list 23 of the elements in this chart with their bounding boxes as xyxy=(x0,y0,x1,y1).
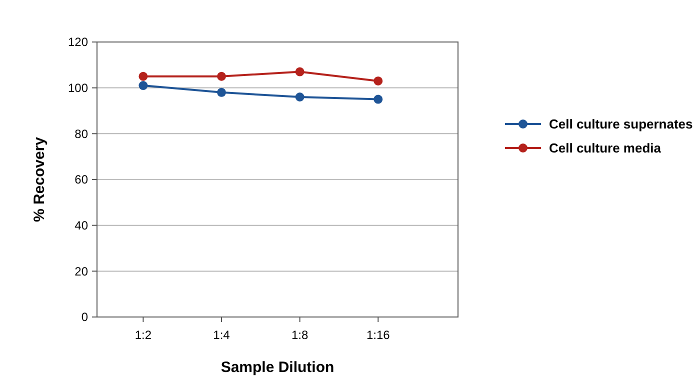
point xyxy=(374,76,383,86)
x-axis-title: Sample Dilution xyxy=(220,359,334,376)
point xyxy=(217,88,226,97)
point xyxy=(374,94,383,104)
x-tick-label: 1:4 xyxy=(213,328,230,342)
point xyxy=(295,92,304,102)
y-tick-label: 40 xyxy=(74,218,88,233)
y-axis-title: % Recovery xyxy=(31,136,48,222)
legend-label: Cell culture supernates xyxy=(549,116,693,132)
point xyxy=(295,67,304,76)
legend-label: Cell culture media xyxy=(549,140,662,156)
point xyxy=(138,81,148,90)
y-tick-label: 80 xyxy=(74,126,88,141)
y-tick-label: 0 xyxy=(81,310,88,324)
point xyxy=(217,72,226,81)
x-tick-label: 1:2 xyxy=(134,328,152,342)
y-tick-label: 60 xyxy=(74,172,88,187)
point xyxy=(138,72,148,81)
x-tick-label: 1:16 xyxy=(366,328,390,342)
y-tick-label: 120 xyxy=(68,35,88,50)
x-tick-label: 1:8 xyxy=(291,328,308,342)
y-tick-label: 100 xyxy=(68,81,88,96)
y-tick-label: 20 xyxy=(74,264,88,278)
